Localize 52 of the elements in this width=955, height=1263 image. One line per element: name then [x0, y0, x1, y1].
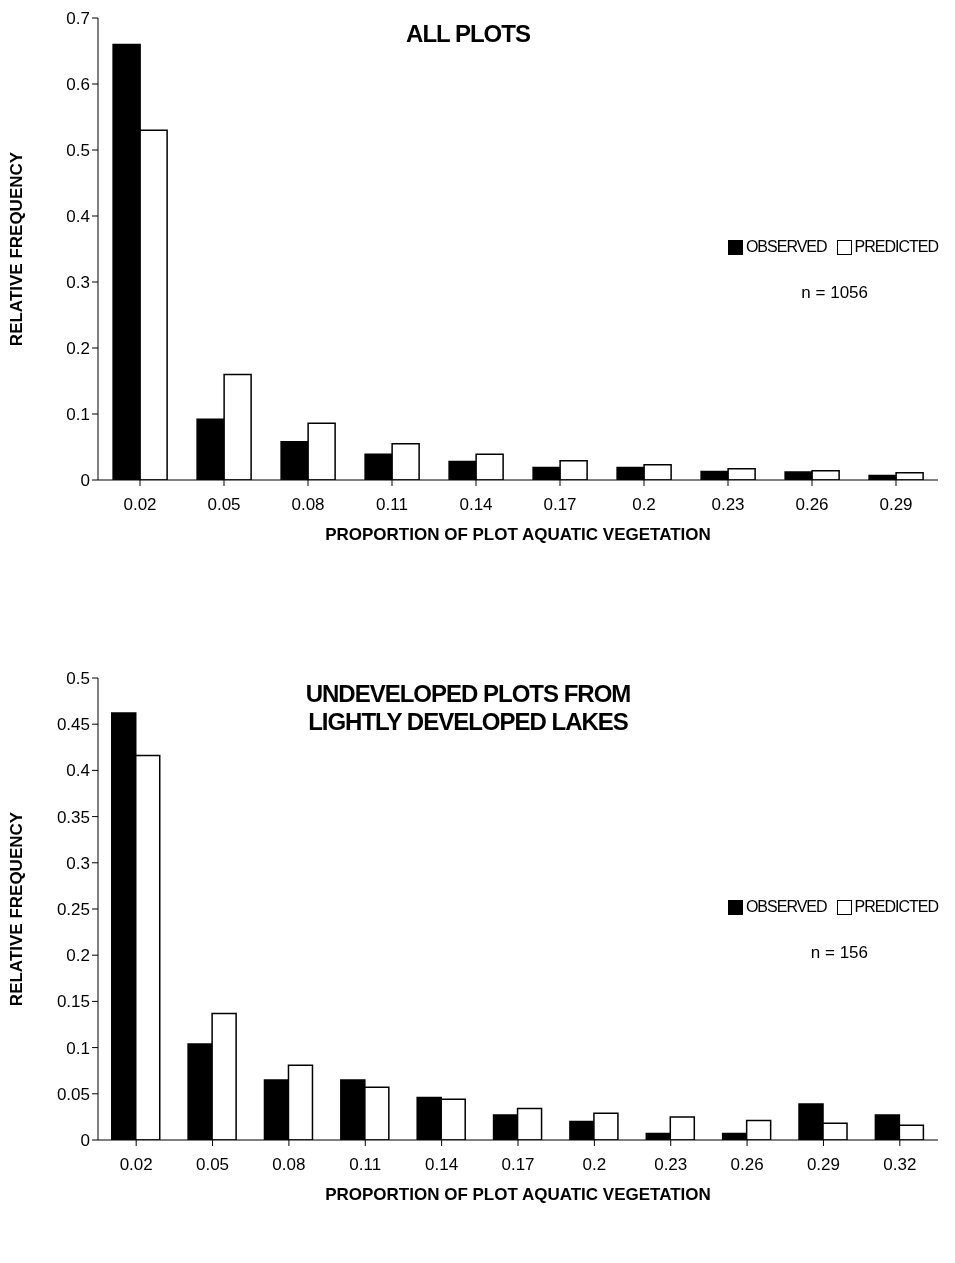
x-tick-label: 0.23: [711, 495, 745, 515]
x-tick-label: 0.05: [207, 495, 241, 515]
y-tick-label: 0.7: [66, 9, 90, 29]
y-tick-label: 0.4: [66, 761, 90, 781]
y-tick-label: 0.1: [66, 1038, 90, 1058]
legend-label: OBSERVED: [744, 898, 827, 916]
y-axis-title: RELATIVE FREQUENCY: [7, 811, 27, 1007]
x-tick-label: 0.2: [632, 495, 656, 515]
x-tick-label: 0.23: [654, 1155, 688, 1175]
x-tick-label: 0.11: [349, 1155, 382, 1175]
x-tick-label: 0.2: [582, 1155, 607, 1175]
y-tick-label: 0: [80, 471, 90, 491]
y-tick-label: 0.15: [56, 992, 90, 1012]
legend-label: PREDICTED: [853, 238, 938, 256]
y-tick-label: 0.3: [66, 853, 90, 873]
x-tick-label: 0.26: [730, 1155, 764, 1175]
y-tick-label: 0.45: [56, 715, 90, 735]
x-tick-label: 0.08: [291, 495, 325, 515]
y-tick-label: 0.5: [66, 141, 90, 161]
y-tick-label: 0.2: [66, 946, 90, 966]
annotation: n = 156: [810, 943, 868, 963]
x-tick-label: 0.17: [543, 495, 577, 515]
x-tick-label: 0.05: [196, 1155, 230, 1175]
x-tick-label: 0.14: [459, 495, 493, 515]
y-tick-label: 0.6: [66, 75, 90, 95]
y-tick-label: 0.3: [66, 273, 90, 293]
legend-label: PREDICTED: [853, 898, 938, 916]
y-tick-label: 0.35: [56, 807, 90, 827]
y-tick-label: 0.05: [56, 1084, 90, 1104]
annotation: n = 1056: [801, 283, 868, 303]
legend-label: OBSERVED: [744, 238, 827, 256]
x-tick-label: 0.32: [883, 1155, 917, 1175]
chart-title: ALL PLOTS: [405, 20, 531, 48]
text: UNDEVELOPED PLOTS FROM LIGHTLY DEVELOPED LAKES: [304, 680, 632, 736]
y-axis-title: RELATIVE FREQUENCY: [7, 151, 27, 347]
y-tick-label: 0: [80, 1131, 90, 1151]
x-axis-title: PROPORTION OF PLOT AQUATIC VEGETATION: [325, 1185, 711, 1204]
y-tick-label: 0.2: [66, 339, 90, 359]
y-tick-label: 0.4: [66, 207, 90, 227]
x-tick-label: 0.17: [501, 1155, 535, 1175]
y-tick-label: 0.1: [66, 405, 90, 425]
x-tick-label: 0.29: [879, 495, 913, 515]
y-tick-label: 0.5: [66, 669, 90, 689]
x-tick-label: 0.26: [795, 495, 829, 515]
x-axis-title: PROPORTION OF PLOT AQUATIC VEGETATION: [325, 525, 711, 544]
x-tick-label: 0.08: [272, 1155, 306, 1175]
x-tick-label: 0.11: [376, 495, 408, 515]
y-tick-label: 0.25: [56, 900, 90, 920]
x-tick-label: 0.29: [806, 1155, 840, 1175]
x-tick-label: 0.02: [123, 495, 157, 515]
x-tick-label: 0.02: [119, 1155, 153, 1175]
x-tick-label: 0.14: [425, 1155, 459, 1175]
